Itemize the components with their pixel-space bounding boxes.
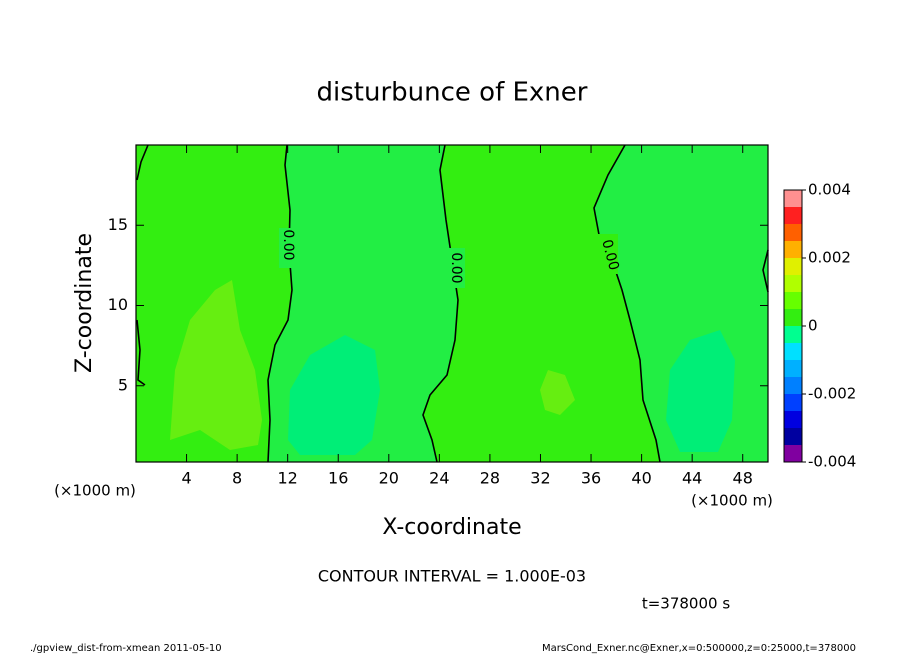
x-tick-label: 4 bbox=[181, 469, 191, 488]
contour-label: 0.00 bbox=[280, 229, 296, 260]
plot-frame bbox=[135, 144, 769, 463]
contour-line bbox=[267, 144, 293, 463]
colorbar-segment bbox=[784, 428, 802, 445]
y-tick-label: 5 bbox=[118, 375, 128, 394]
colorbar-segment bbox=[784, 275, 802, 292]
colorbar-segment bbox=[784, 207, 802, 224]
colorbar-segment bbox=[784, 411, 802, 428]
x-tick-label: 12 bbox=[278, 469, 298, 488]
x-axis-label: X-coordinate bbox=[382, 515, 521, 540]
colorbar-segment bbox=[784, 377, 802, 394]
colorbar-segment bbox=[784, 326, 802, 343]
field-patch bbox=[170, 280, 262, 450]
y-axis-label: Z-coordinate bbox=[72, 233, 97, 373]
x-tick-label: 40 bbox=[631, 469, 651, 488]
contour-label: 0.00 bbox=[448, 252, 464, 283]
footer-left: ./gpview_dist-from-xmean 2011-05-10 bbox=[30, 643, 222, 654]
colorbar-tick-label: 0.002 bbox=[808, 249, 851, 267]
x-tick-label: 28 bbox=[480, 469, 500, 488]
field-patch bbox=[666, 330, 735, 452]
footer-right: MarsCond_Exner.nc@Exner,x=0:500000,z=0:2… bbox=[542, 643, 856, 654]
y-tick-label: 10 bbox=[108, 295, 128, 314]
chart-title: disturbunce of Exner bbox=[317, 78, 588, 108]
field-patch bbox=[540, 370, 575, 415]
contour-line bbox=[762, 249, 769, 293]
x-tick-label: 44 bbox=[682, 469, 702, 488]
field bbox=[136, 144, 769, 463]
colorbar-segment bbox=[784, 224, 802, 241]
contour-label: 0.00 bbox=[598, 238, 622, 272]
colorbar-segment bbox=[784, 241, 802, 258]
colorbar-segment bbox=[784, 190, 802, 207]
colorbar-segment bbox=[784, 394, 802, 411]
contour-interval: CONTOUR INTERVAL = 1.000E-03 bbox=[318, 567, 586, 586]
x-tick-label: 48 bbox=[733, 469, 753, 488]
x-tick-label: 24 bbox=[429, 469, 449, 488]
colorbar-tick-label: 0 bbox=[808, 317, 818, 335]
label-bg bbox=[279, 228, 297, 268]
x-tick-label: 36 bbox=[581, 469, 601, 488]
colorbar-segment bbox=[784, 309, 802, 326]
x-tick-label: 16 bbox=[328, 469, 348, 488]
contour-line bbox=[136, 319, 146, 386]
colorbar-segment bbox=[784, 360, 802, 377]
y-unit: (×1000 m) bbox=[54, 482, 136, 500]
contour-line bbox=[593, 144, 661, 463]
x-unit: (×1000 m) bbox=[691, 492, 773, 510]
x-tick-label: 20 bbox=[379, 469, 399, 488]
colorbar-tick-label: -0.004 bbox=[808, 453, 856, 471]
colorbar-segment bbox=[784, 343, 802, 360]
label-bg bbox=[598, 234, 618, 274]
colorbar-segment bbox=[784, 292, 802, 309]
x-tick-label: 8 bbox=[232, 469, 242, 488]
colorbar-tick-label: 0.004 bbox=[808, 181, 851, 199]
y-tick-label: 15 bbox=[108, 215, 128, 234]
contour-line bbox=[136, 144, 149, 181]
contour-line bbox=[422, 144, 459, 463]
label-bg bbox=[447, 248, 465, 288]
colorbar-segment bbox=[784, 445, 802, 462]
time-label: t=378000 s bbox=[642, 595, 730, 613]
field-patch bbox=[288, 335, 380, 455]
colorbar-tick-label: -0.002 bbox=[808, 385, 856, 403]
x-tick-label: 32 bbox=[530, 469, 550, 488]
colorbar-segment bbox=[784, 258, 802, 275]
